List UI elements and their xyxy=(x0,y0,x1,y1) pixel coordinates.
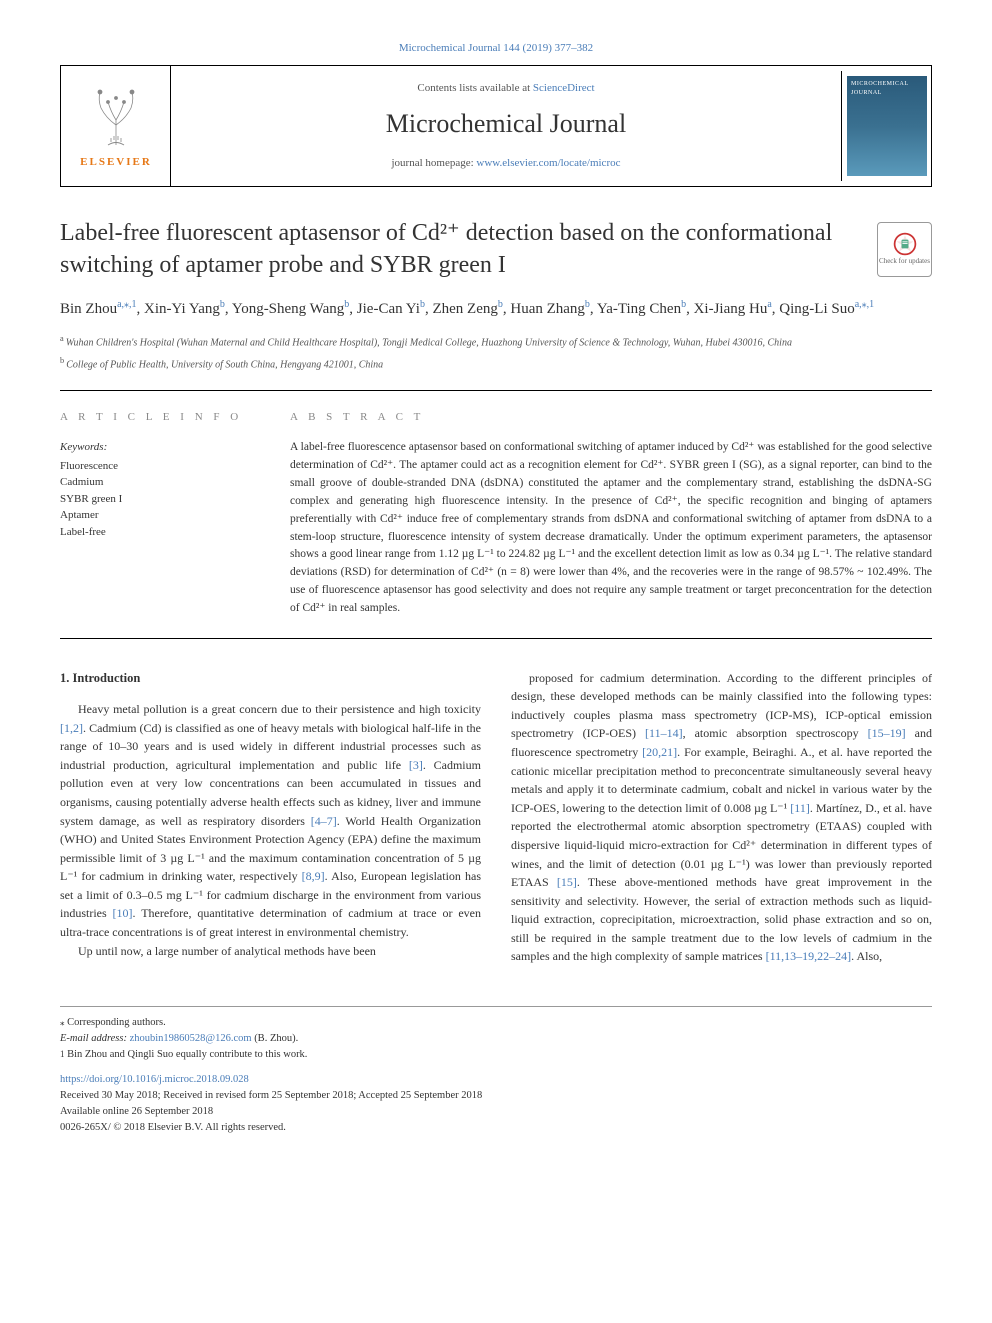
author-affiliation-marker: a,⁎,1 xyxy=(117,299,136,310)
email-line: E-mail address: zhoubin19860528@126.com … xyxy=(60,1031,932,1047)
publisher-logo-cell: ELSEVIER xyxy=(61,66,171,186)
email-suffix: (B. Zhou). xyxy=(254,1033,298,1044)
journal-homepage-link[interactable]: www.elsevier.com/locate/microc xyxy=(476,157,620,169)
body-two-column: 1. Introduction Heavy metal pollution is… xyxy=(60,669,932,967)
affiliation-label: b xyxy=(60,356,66,365)
corresponding-email-link[interactable]: zhoubin19860528@126.com xyxy=(130,1033,252,1044)
author: Ya-Ting Chenb xyxy=(597,301,686,317)
body-column-right: proposed for cadmium determination. Acco… xyxy=(511,669,932,967)
body-paragraph: Heavy metal pollution is a great concern… xyxy=(60,700,481,942)
check-updates-icon xyxy=(892,231,918,257)
author-affiliation-marker: b xyxy=(420,299,425,310)
citation-ref[interactable]: [3] xyxy=(409,758,423,772)
author: Huan Zhangb xyxy=(510,301,590,317)
keywords-label: Keywords: xyxy=(60,439,260,456)
author-affiliation-marker: b xyxy=(681,299,686,310)
citation-ref[interactable]: [20,21] xyxy=(642,745,677,759)
contents-prefix: Contents lists available at xyxy=(417,82,532,94)
contribution-text: Bin Zhou and Qingli Suo equally contribu… xyxy=(67,1049,307,1060)
author: Yong-Sheng Wangb xyxy=(232,301,349,317)
header-center: Contents lists available at ScienceDirec… xyxy=(171,70,841,182)
article-info-column: A R T I C L E I N F O Keywords: Fluoresc… xyxy=(60,409,260,618)
abstract-column: A B S T R A C T A label-free fluorescenc… xyxy=(290,409,932,618)
author: Jie-Can Yib xyxy=(357,301,425,317)
citation-ref[interactable]: [1,2] xyxy=(60,721,83,735)
author-affiliation-marker: a,⁎,1 xyxy=(855,299,874,310)
body-column-left: 1. Introduction Heavy metal pollution is… xyxy=(60,669,481,967)
contents-lists-line: Contents lists available at ScienceDirec… xyxy=(191,80,821,97)
affiliation: a Wuhan Children's Hospital (Wuhan Mater… xyxy=(60,333,932,350)
sciencedirect-link[interactable]: ScienceDirect xyxy=(533,82,595,94)
affiliation: b College of Public Health, University o… xyxy=(60,355,932,372)
article-info-heading: A R T I C L E I N F O xyxy=(60,409,260,426)
author: Bin Zhoua,⁎,1 xyxy=(60,301,137,317)
author: Xi-Jiang Hua xyxy=(694,301,772,317)
author-affiliation-marker: b xyxy=(344,299,349,310)
section-heading: 1. Introduction xyxy=(60,669,481,688)
keyword: Fluorescence xyxy=(60,458,260,475)
received-dates: Received 30 May 2018; Received in revise… xyxy=(60,1088,932,1104)
journal-header: ELSEVIER Contents lists available at Sci… xyxy=(60,65,932,187)
page-footer: ⁎ Corresponding authors. E-mail address:… xyxy=(60,1006,932,1135)
check-updates-label: Check for updates xyxy=(879,257,930,266)
doi-link[interactable]: https://doi.org/10.1016/j.microc.2018.09… xyxy=(60,1074,249,1085)
available-online: Available online 26 September 2018 xyxy=(60,1104,932,1120)
journal-cover-thumbnail[interactable]: MICROCHEMICAL JOURNAL xyxy=(847,76,927,176)
corresponding-text: Corresponding authors. xyxy=(67,1017,166,1028)
email-label: E-mail address: xyxy=(60,1033,127,1044)
citation-ref[interactable]: [8,9] xyxy=(302,869,325,883)
citation-ref[interactable]: [11,13–19,22–24] xyxy=(766,949,852,963)
section-divider xyxy=(60,638,932,639)
section-divider xyxy=(60,390,932,391)
homepage-prefix: journal homepage: xyxy=(392,157,477,169)
journal-cover-cell: MICROCHEMICAL JOURNAL xyxy=(841,71,931,181)
author-affiliation-marker: b xyxy=(498,299,503,310)
body-paragraph: proposed for cadmium determination. Acco… xyxy=(511,669,932,967)
section-number: 1. xyxy=(60,671,69,685)
author-affiliation-marker: b xyxy=(585,299,590,310)
keywords-list: FluorescenceCadmiumSYBR green IAptamerLa… xyxy=(60,458,260,541)
author-affiliation-marker: b xyxy=(220,299,225,310)
journal-homepage-line: journal homepage: www.elsevier.com/locat… xyxy=(191,155,821,172)
elsevier-tree-icon xyxy=(86,80,146,150)
check-updates-badge[interactable]: Check for updates xyxy=(877,222,932,277)
keyword: Aptamer xyxy=(60,507,260,524)
citation-ref[interactable]: [4–7] xyxy=(311,814,337,828)
citation-ref[interactable]: [10] xyxy=(113,906,133,920)
corresponding-note: ⁎ Corresponding authors. xyxy=(60,1015,932,1031)
body-paragraph: Up until now, a large number of analytic… xyxy=(60,942,481,961)
journal-citation-link[interactable]: Microchemical Journal 144 (2019) 377–382 xyxy=(60,40,932,57)
copyright-line: 0026-265X/ © 2018 Elsevier B.V. All righ… xyxy=(60,1120,932,1136)
contribution-note: 1 Bin Zhou and Qingli Suo equally contri… xyxy=(60,1047,932,1063)
publisher-name: ELSEVIER xyxy=(80,154,152,171)
keyword: SYBR green I xyxy=(60,491,260,508)
keyword: Cadmium xyxy=(60,474,260,491)
article-title-text: Label-free fluorescent aptasensor of Cd²… xyxy=(60,220,832,278)
abstract-text: A label-free fluorescence aptasensor bas… xyxy=(290,439,932,617)
citation-ref[interactable]: [11–14] xyxy=(645,726,683,740)
cover-title: MICROCHEMICAL JOURNAL xyxy=(851,80,923,98)
author: Qing-Li Suoa,⁎,1 xyxy=(779,301,874,317)
citation-ref[interactable]: [15] xyxy=(557,875,577,889)
article-title: Label-free fluorescent aptasensor of Cd²… xyxy=(60,217,932,282)
author: Zhen Zengb xyxy=(432,301,502,317)
info-abstract-row: A R T I C L E I N F O Keywords: Fluoresc… xyxy=(60,409,932,618)
abstract-heading: A B S T R A C T xyxy=(290,409,932,426)
section-title: Introduction xyxy=(73,671,141,685)
journal-title: Microchemical Journal xyxy=(191,104,821,143)
authors-list: Bin Zhoua,⁎,1, Xin-Yi Yangb, Yong-Sheng … xyxy=(60,297,932,321)
elsevier-logo[interactable]: ELSEVIER xyxy=(66,71,166,181)
affiliation-label: a xyxy=(60,334,66,343)
citation-ref[interactable]: [11] xyxy=(790,801,810,815)
keyword: Label-free xyxy=(60,524,260,541)
author-affiliation-marker: a xyxy=(767,299,771,310)
citation-ref[interactable]: [15–19] xyxy=(868,726,906,740)
author: Xin-Yi Yangb xyxy=(144,301,225,317)
